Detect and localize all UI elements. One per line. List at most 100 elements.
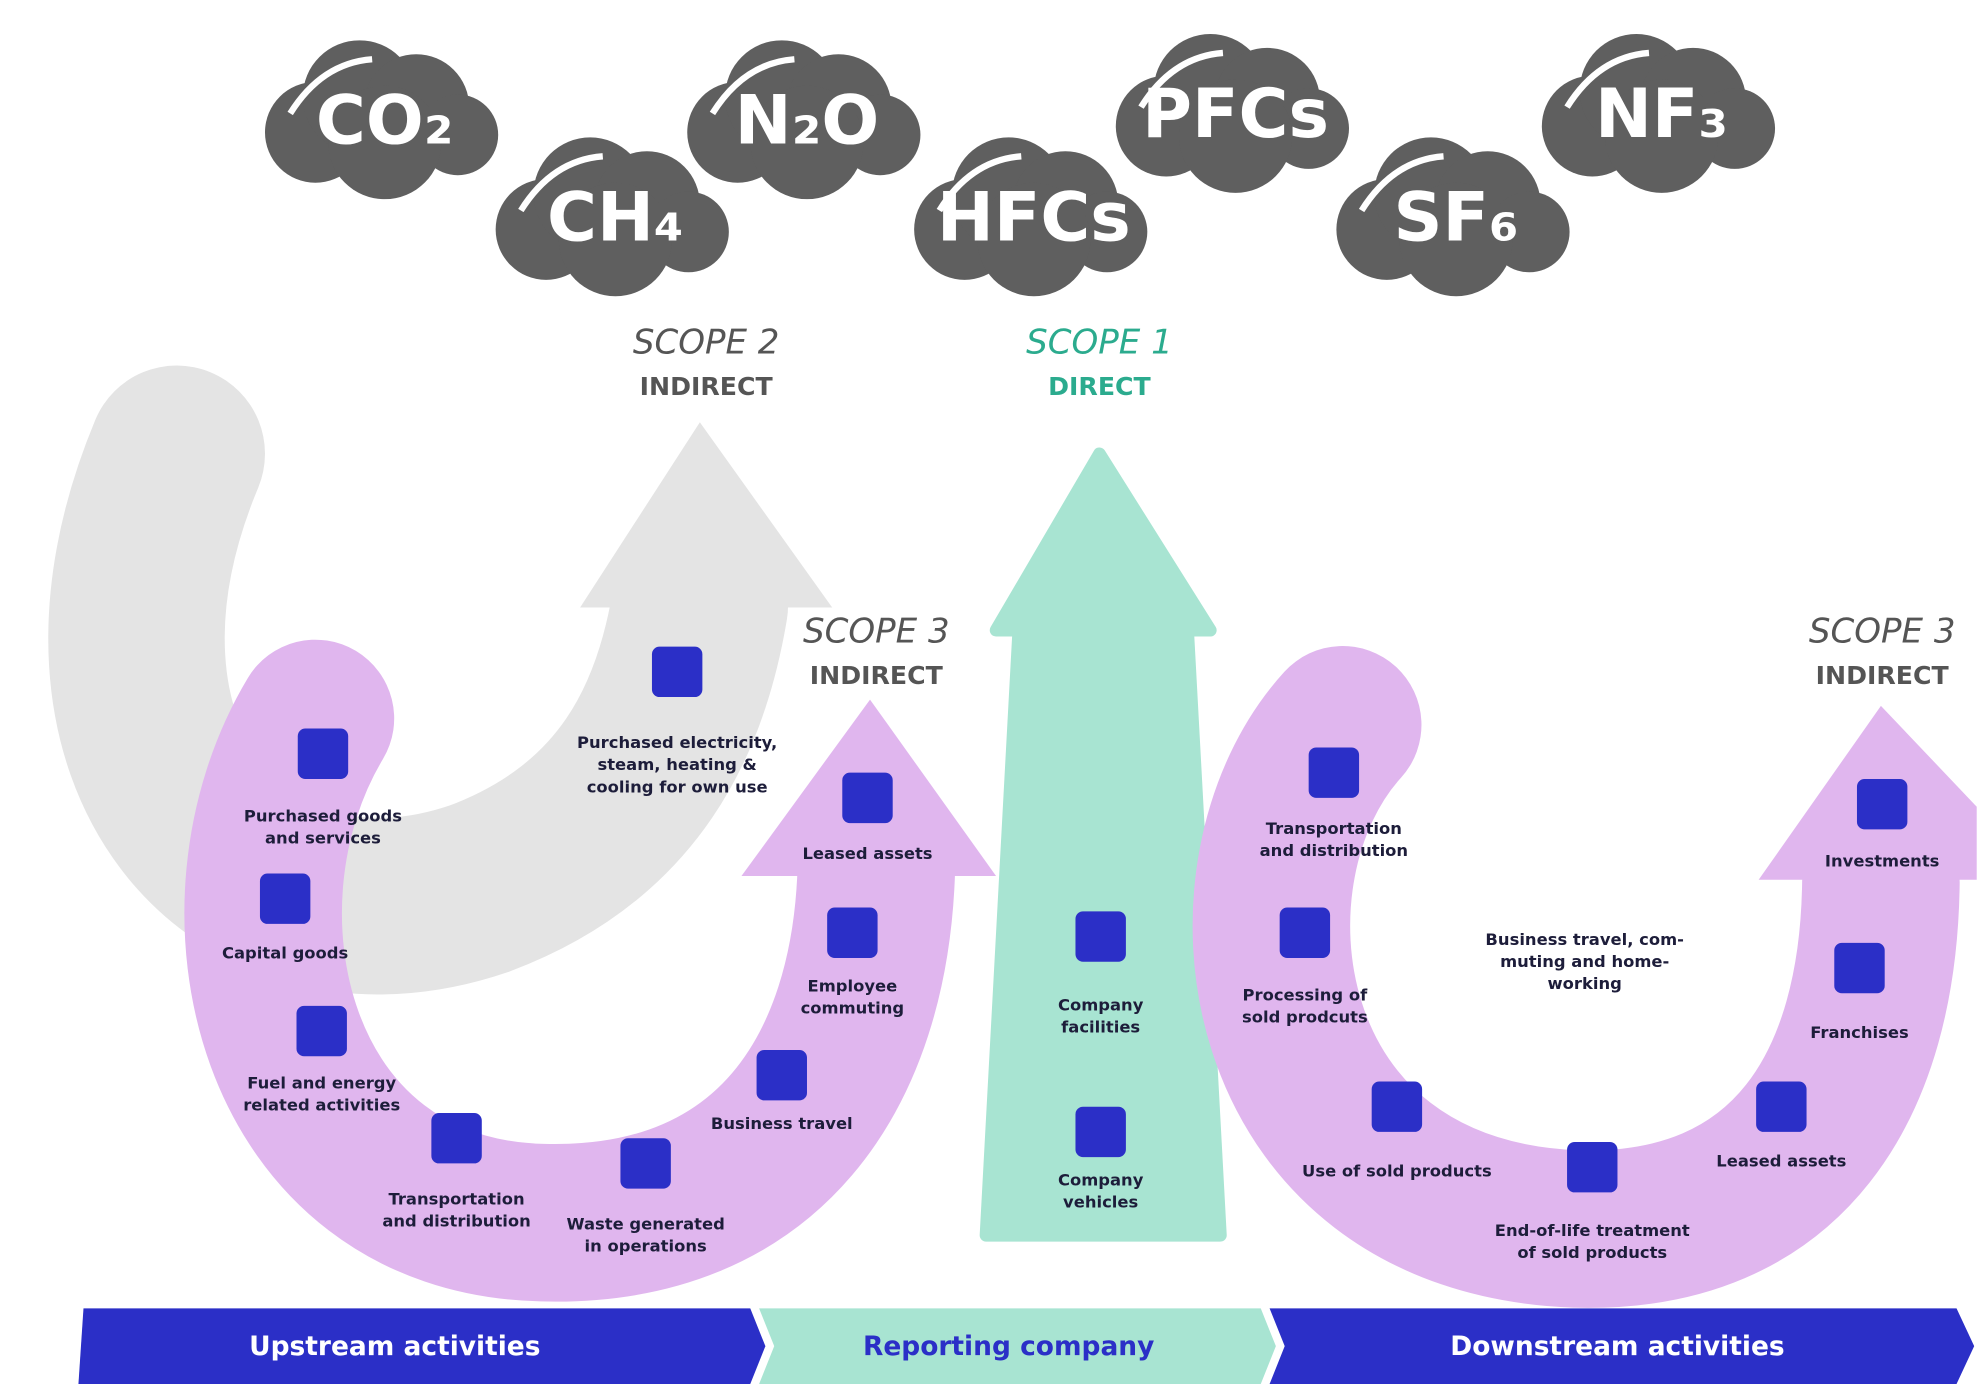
item-icon	[1371, 1081, 1423, 1132]
item-icon	[1856, 778, 1908, 830]
gas-cloud: NF₃	[1541, 34, 1776, 193]
item-icon	[259, 873, 311, 924]
gas-cloud: CO₂	[264, 40, 499, 200]
cloud-puff	[1178, 79, 1293, 193]
bar-label: Upstream activities	[249, 1331, 540, 1362]
item-label: related activities	[243, 1096, 400, 1115]
gas-label: CH₄	[547, 178, 684, 257]
item-icon	[1834, 942, 1885, 994]
scope-title: SCOPE 3	[803, 611, 950, 651]
cloud-puff	[750, 85, 864, 200]
scope-subtitle: DIRECT	[1048, 372, 1151, 401]
gas-cloud: CH₄	[495, 137, 729, 297]
item-label: Use of sold products	[1302, 1162, 1492, 1181]
cloud-puff	[1399, 182, 1513, 297]
scope2-arrowhead	[580, 422, 833, 608]
item-icon	[651, 646, 703, 698]
item-icon	[297, 728, 349, 779]
gas-label: SF₆	[1393, 178, 1518, 257]
scope-title: SCOPE 2	[633, 323, 780, 363]
cloud-highlight	[1564, 49, 1650, 109]
item-label: working	[1548, 974, 1622, 993]
reporting-bar	[759, 1308, 1276, 1384]
cloud-puff	[328, 85, 442, 200]
item-label: Company	[1058, 1171, 1144, 1190]
bar-label: Reporting company	[863, 1331, 1154, 1362]
upstream-bar	[78, 1308, 766, 1384]
scope-title: SCOPE 3	[1809, 611, 1956, 651]
item-label: in operations	[585, 1237, 707, 1256]
item-label: Transportation	[1266, 819, 1402, 838]
item-label: Fuel and energy	[247, 1074, 396, 1093]
scope-title: SCOPE 1	[1026, 323, 1173, 363]
item-icon	[1279, 907, 1331, 958]
gas-label: NF₃	[1595, 75, 1728, 154]
downstream-arrow	[1192, 645, 1960, 1308]
item-icon	[431, 1112, 482, 1164]
item-icon	[1075, 1106, 1126, 1158]
item-label: Processing of	[1243, 985, 1369, 1004]
scope2-arrow	[48, 365, 789, 995]
item-label: Purchased goods	[244, 806, 402, 825]
gas-label: PFCs	[1142, 75, 1329, 154]
scope-subtitle: INDIRECT	[640, 372, 774, 401]
item-icon	[842, 772, 893, 824]
item-label: muting and home-	[1500, 952, 1669, 971]
cloud-puff	[1604, 79, 1719, 193]
cloud-highlight	[287, 56, 373, 116]
gas-cloud: SF₆	[1336, 137, 1570, 297]
item-label: Leased assets	[802, 844, 932, 863]
item-icon	[1075, 911, 1126, 962]
item-label: Leased assets	[1716, 1152, 1846, 1171]
item-label: commuting	[801, 999, 905, 1018]
item-icon	[620, 1138, 671, 1189]
arrows	[48, 365, 1977, 1308]
item-label: Company	[1058, 995, 1144, 1014]
item-label: Investments	[1825, 852, 1940, 871]
item-label: and services	[265, 828, 381, 847]
scope-subtitle: INDIRECT	[810, 661, 944, 690]
cloud-highlight	[1358, 153, 1444, 213]
item-label: cooling for own use	[587, 777, 768, 796]
item-label: of sold products	[1517, 1243, 1667, 1262]
item-icon	[827, 907, 878, 958]
scope1-arrow	[979, 447, 1227, 1242]
gas-cloud: N₂O	[687, 40, 921, 200]
item-label: vehicles	[1063, 1193, 1138, 1212]
item-label: Business travel	[711, 1114, 853, 1133]
scope-subtitle: INDIRECT	[1816, 661, 1950, 690]
gas-label: HFCs	[937, 178, 1131, 257]
item-label: End-of-life treatment	[1495, 1221, 1690, 1240]
item-label: Transportation	[388, 1189, 524, 1208]
cloud-puff	[558, 182, 673, 297]
gas-label: CO₂	[316, 81, 454, 160]
gas-label: N₂O	[735, 81, 880, 160]
gas-cloud: HFCs	[914, 137, 1148, 297]
item-icon	[1567, 1141, 1618, 1193]
item-label: and distribution	[1260, 841, 1408, 860]
bar-label: Downstream activities	[1450, 1331, 1784, 1362]
item-label: steam, heating &	[597, 755, 756, 774]
cloud-highlight	[518, 153, 604, 213]
item-label: Franchises	[1810, 1023, 1909, 1042]
cloud-highlight	[936, 153, 1022, 213]
item-icon	[1308, 747, 1360, 798]
item-icon	[296, 1005, 347, 1057]
cloud-puff	[977, 182, 1091, 297]
item-label: Business travel, com-	[1485, 930, 1684, 949]
item-label: sold prodcuts	[1242, 1007, 1368, 1026]
item-label: Waste generated	[567, 1215, 725, 1234]
item-label: facilities	[1061, 1017, 1140, 1036]
item-icon	[756, 1049, 807, 1101]
cloud-highlight	[709, 56, 795, 116]
item-label: Purchased electricity,	[577, 733, 777, 752]
bottom-bar	[78, 1308, 1975, 1384]
item-label: and distribution	[382, 1212, 530, 1231]
item-icon	[1756, 1081, 1807, 1132]
gas-cloud: PFCs	[1115, 34, 1349, 193]
downstream-bar	[1269, 1308, 1975, 1384]
cloud-highlight	[1138, 49, 1224, 109]
item-label: Employee	[808, 976, 898, 995]
item-label: Capital goods	[222, 944, 348, 963]
